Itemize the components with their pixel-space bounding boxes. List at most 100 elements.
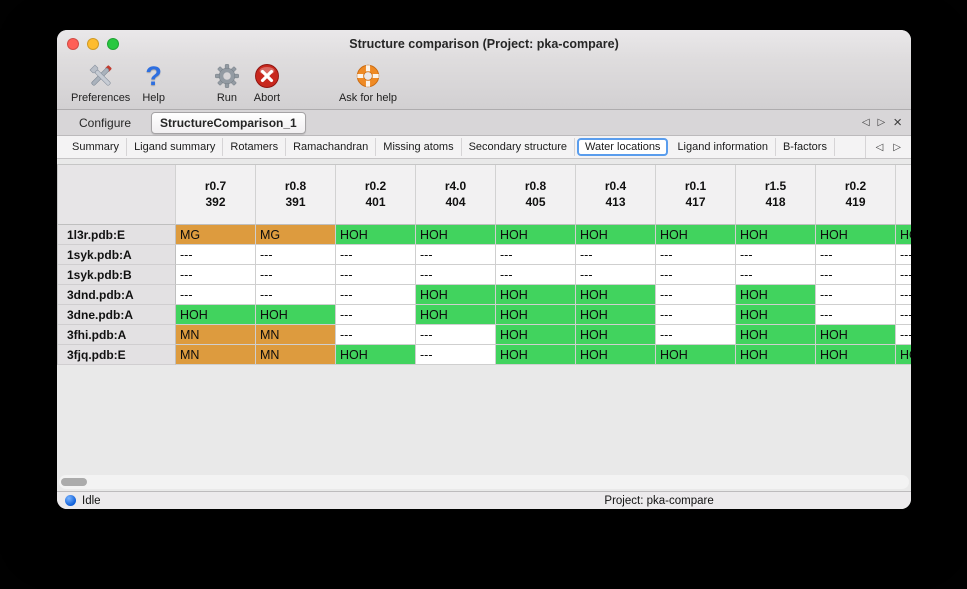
table-cell[interactable]: ---	[896, 245, 911, 265]
row-header-1syk-pdb-b[interactable]: 1syk.pdb:B	[58, 265, 176, 285]
zoom-window-button[interactable]	[107, 38, 119, 50]
table-cell[interactable]: ---	[576, 245, 656, 265]
table-cell[interactable]: ---	[816, 245, 896, 265]
table-cell[interactable]: HOH	[256, 305, 336, 325]
subtab-summary[interactable]: Summary	[65, 138, 128, 156]
table-cell[interactable]: HOH	[576, 325, 656, 345]
table-cell[interactable]: HOH	[896, 225, 911, 245]
tab-close-icon[interactable]: ×	[893, 113, 902, 131]
table-cell[interactable]: ---	[176, 285, 256, 305]
table-cell[interactable]: HOH	[736, 225, 816, 245]
table-cell[interactable]: HOH	[736, 305, 816, 325]
table-cell[interactable]: HOH	[496, 325, 576, 345]
table-cell[interactable]: ---	[176, 265, 256, 285]
table-cell[interactable]: HOH	[416, 285, 496, 305]
row-header-3dnd-pdb-a[interactable]: 3dnd.pdb:A	[58, 285, 176, 305]
table-cell[interactable]: ---	[896, 325, 911, 345]
table-cell[interactable]: HOH	[416, 305, 496, 325]
run-button[interactable]: Run	[213, 61, 241, 104]
table-cell[interactable]: HOH	[336, 345, 416, 365]
table-cell[interactable]: ---	[336, 285, 416, 305]
preferences-button[interactable]: Preferences	[71, 61, 130, 104]
table-cell[interactable]: HOH	[816, 325, 896, 345]
table-cell[interactable]: HOH	[736, 285, 816, 305]
table-cell[interactable]: ---	[336, 325, 416, 345]
subtab-rotamers[interactable]: Rotamers	[223, 138, 287, 156]
table-cell[interactable]: HOH	[816, 225, 896, 245]
table-cell[interactable]: HOH	[896, 345, 911, 365]
table-cell[interactable]: ---	[416, 325, 496, 345]
table-cell[interactable]: HOH	[576, 285, 656, 305]
table-cell[interactable]: ---	[656, 285, 736, 305]
table-cell[interactable]: ---	[336, 265, 416, 285]
subtab-water-locations[interactable]: Water locations	[577, 138, 669, 156]
table-cell[interactable]: MN	[176, 345, 256, 365]
table-cell[interactable]: MN	[256, 345, 336, 365]
table-cell[interactable]: MN	[176, 325, 256, 345]
table-cell[interactable]: ---	[336, 305, 416, 325]
subtab-secondary-structure[interactable]: Secondary structure	[462, 138, 576, 156]
table-cell[interactable]: ---	[736, 265, 816, 285]
table-cell[interactable]: HOH	[496, 345, 576, 365]
row-header-3fjq-pdb-e[interactable]: 3fjq.pdb:E	[58, 345, 176, 365]
subtab-ligand-information[interactable]: Ligand information	[670, 138, 776, 156]
table-cell[interactable]: ---	[656, 245, 736, 265]
table-cell[interactable]: HOH	[736, 345, 816, 365]
tab-prev-icon[interactable]: ◁	[861, 117, 870, 128]
tab-structurecomparison-1[interactable]: StructureComparison_1	[151, 111, 306, 134]
table-cell[interactable]: HOH	[736, 325, 816, 345]
close-window-button[interactable]	[67, 38, 79, 50]
table-cell[interactable]: ---	[896, 285, 911, 305]
row-header-3fhi-pdb-a[interactable]: 3fhi.pdb:A	[58, 325, 176, 345]
abort-button[interactable]: Abort	[253, 61, 281, 104]
table-cell[interactable]: MG	[176, 225, 256, 245]
table-cell[interactable]: ---	[416, 265, 496, 285]
subtab-ligand-summary[interactable]: Ligand summary	[127, 138, 224, 156]
subtab-ramachandran[interactable]: Ramachandran	[286, 138, 377, 156]
table-cell[interactable]: HOH	[496, 305, 576, 325]
minimize-window-button[interactable]	[87, 38, 99, 50]
table-cell[interactable]: ---	[576, 265, 656, 285]
help-button[interactable]: ? Help	[142, 61, 165, 104]
tab-configure[interactable]: Configure	[79, 115, 132, 130]
table-cell[interactable]: HOH	[816, 345, 896, 365]
table-cell[interactable]: HOH	[656, 225, 736, 245]
subtab-missing-atoms[interactable]: Missing atoms	[376, 138, 462, 156]
tab-next-icon[interactable]: ▷	[877, 117, 886, 128]
table-cell[interactable]: MG	[256, 225, 336, 245]
subtab-b-factors[interactable]: B-factors	[776, 138, 835, 156]
table-cell[interactable]: HOH	[496, 285, 576, 305]
table-cell[interactable]: ---	[656, 305, 736, 325]
table-cell[interactable]: ---	[896, 305, 911, 325]
table-cell[interactable]: HOH	[576, 225, 656, 245]
table-cell[interactable]: ---	[336, 245, 416, 265]
table-cell[interactable]: HOH	[576, 305, 656, 325]
table-cell[interactable]: HOH	[336, 225, 416, 245]
table-cell[interactable]: ---	[656, 325, 736, 345]
table-cell[interactable]: ---	[416, 245, 496, 265]
row-header-1l3r-pdb-e[interactable]: 1l3r.pdb:E	[58, 225, 176, 245]
table-cell[interactable]: ---	[896, 265, 911, 285]
table-cell[interactable]: HOH	[416, 225, 496, 245]
table-cell[interactable]: ---	[736, 245, 816, 265]
subtab-prev-icon[interactable]: ◁	[875, 141, 884, 153]
horizontal-scrollbar-thumb[interactable]	[61, 478, 87, 486]
table-cell[interactable]: ---	[816, 285, 896, 305]
table-cell[interactable]: ---	[496, 265, 576, 285]
table-cell[interactable]: HOH	[176, 305, 256, 325]
ask-for-help-button[interactable]: Ask for help	[339, 61, 397, 104]
table-cell[interactable]: HOH	[656, 345, 736, 365]
table-cell[interactable]: ---	[256, 265, 336, 285]
table-cell[interactable]: ---	[816, 305, 896, 325]
table-cell[interactable]: MN	[256, 325, 336, 345]
table-cell[interactable]: ---	[256, 285, 336, 305]
table-cell[interactable]: ---	[176, 245, 256, 265]
row-header-1syk-pdb-a[interactable]: 1syk.pdb:A	[58, 245, 176, 265]
table-cell[interactable]: ---	[256, 245, 336, 265]
table-cell[interactable]: ---	[416, 345, 496, 365]
table-cell[interactable]: ---	[496, 245, 576, 265]
table-cell[interactable]: HOH	[496, 225, 576, 245]
row-header-3dne-pdb-a[interactable]: 3dne.pdb:A	[58, 305, 176, 325]
subtab-next-icon[interactable]: ▷	[893, 141, 901, 153]
table-cell[interactable]: ---	[656, 265, 736, 285]
